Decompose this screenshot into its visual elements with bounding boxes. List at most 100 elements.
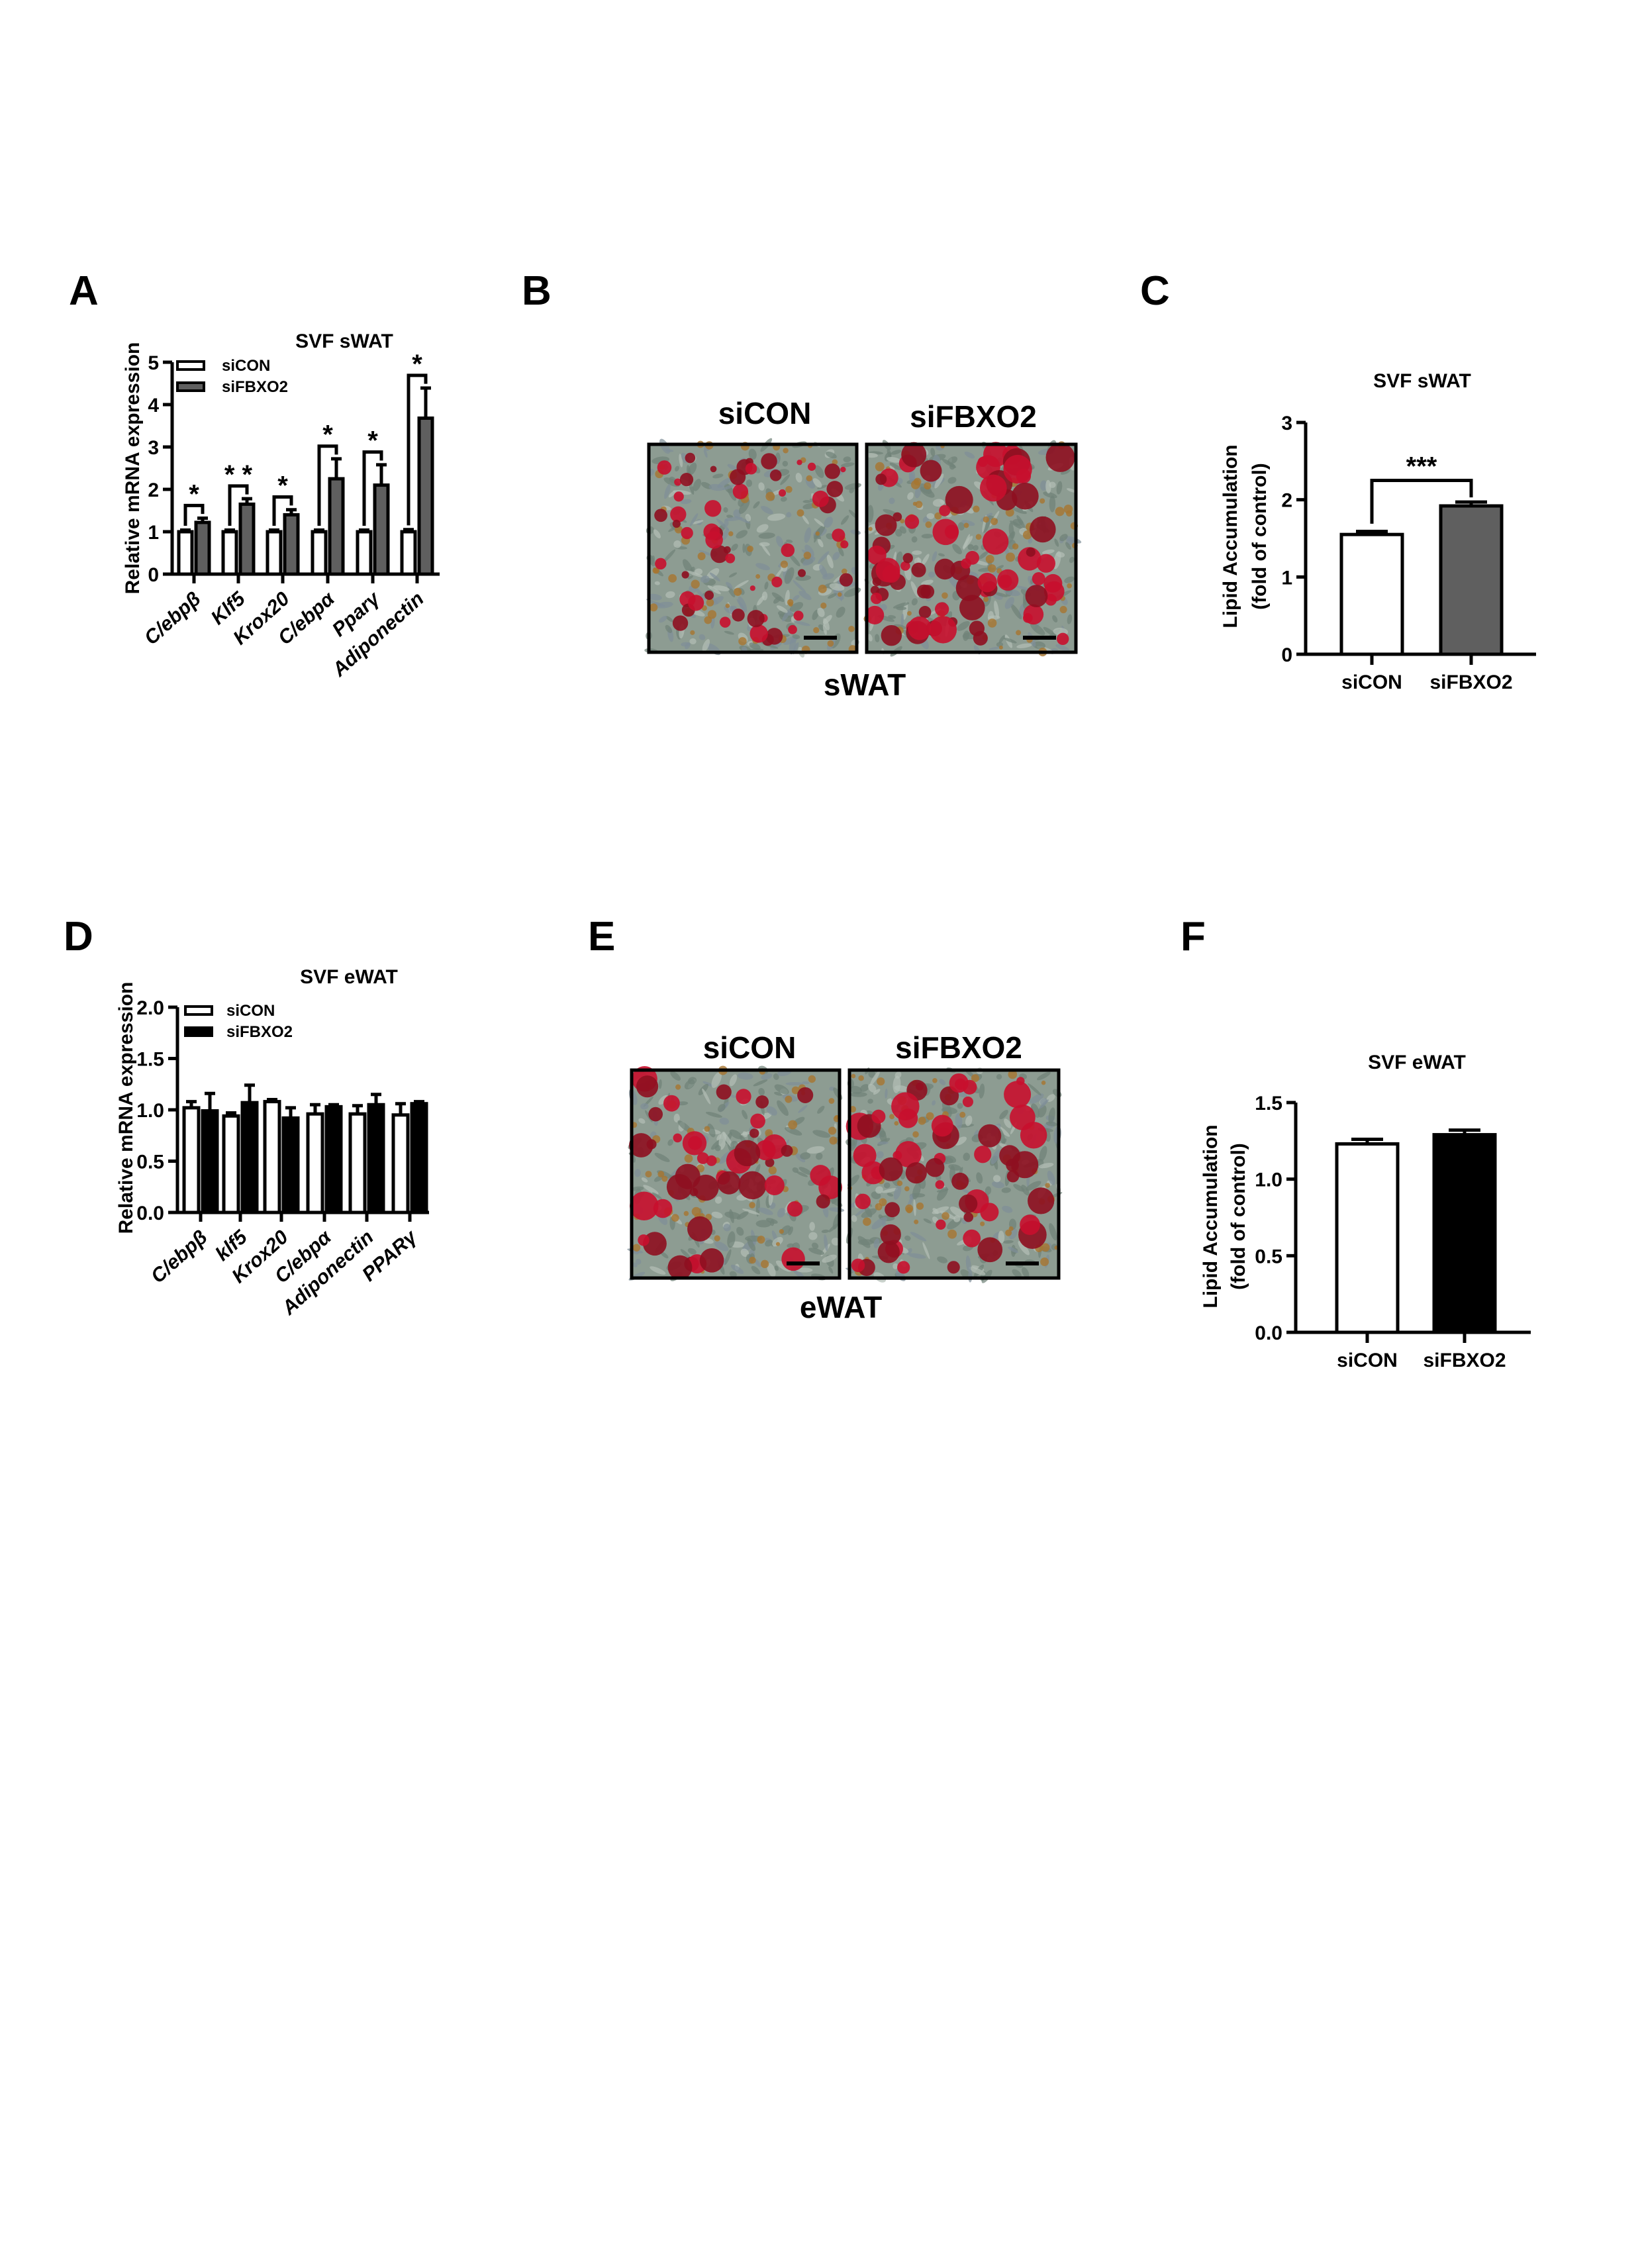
lipid-droplet-small xyxy=(734,587,742,596)
bar-sifbxo2 xyxy=(1439,504,1504,656)
oil-red-o-stain xyxy=(973,630,988,646)
cell-texture xyxy=(1004,1118,1012,1128)
cell-texture xyxy=(774,1084,789,1095)
legend-label-sifbxo2: siFBXO2 xyxy=(226,1023,293,1041)
oil-red-o-stain xyxy=(672,615,689,631)
cell-texture xyxy=(822,624,827,635)
cell-texture xyxy=(819,564,828,577)
cell-texture xyxy=(867,505,874,523)
lipid-droplet-small xyxy=(818,584,827,593)
cell-texture xyxy=(964,451,975,459)
cell-texture xyxy=(702,1088,711,1105)
cell-texture xyxy=(821,1229,830,1234)
cell-texture xyxy=(748,448,757,460)
cell-texture xyxy=(841,462,855,468)
error-bar-sifbxo2 xyxy=(371,1093,381,1105)
cell-texture xyxy=(1047,1170,1055,1185)
bar-sicon xyxy=(177,530,194,576)
cell-texture xyxy=(670,1071,681,1081)
oil-red-o-stain xyxy=(685,452,696,464)
cell-texture xyxy=(705,1111,722,1118)
oil-red-o-stain xyxy=(826,481,844,497)
cell-texture xyxy=(632,1262,638,1267)
micrograph-label-sicon: siCON xyxy=(703,1030,797,1065)
cell-texture xyxy=(683,559,693,575)
cell-texture xyxy=(749,642,761,650)
oil-red-o-stain xyxy=(706,1155,717,1166)
error-bar-sifbxo2 xyxy=(244,1083,255,1103)
cell-texture xyxy=(994,600,1000,618)
cell-texture xyxy=(840,515,849,525)
oil-red-o-stain xyxy=(689,1187,699,1197)
cell-texture xyxy=(962,536,973,549)
cell-texture xyxy=(751,1265,761,1275)
oil-red-o-stain xyxy=(655,558,667,569)
cell-texture xyxy=(793,620,810,626)
y-tick-label: 1 xyxy=(148,522,159,544)
cell-texture xyxy=(1040,480,1047,491)
cell-texture xyxy=(954,1136,967,1146)
y-tick-label: 1.5 xyxy=(1255,1093,1282,1114)
lipid-droplet-small xyxy=(788,602,793,607)
significance-bracket xyxy=(362,450,383,526)
cell-texture xyxy=(782,460,789,467)
cell-texture xyxy=(998,1230,1005,1244)
lipid-droplet-small xyxy=(738,637,747,646)
lipid-droplet-small xyxy=(808,1075,816,1083)
cell-texture xyxy=(1008,1246,1018,1254)
cell-texture xyxy=(1028,538,1033,544)
lipid-droplet-small xyxy=(926,1112,934,1120)
cell-texture xyxy=(818,538,824,548)
cell-texture xyxy=(893,602,910,609)
bar-sicon xyxy=(266,530,283,576)
oil-red-o-stain xyxy=(977,1237,1003,1263)
oil-red-o-stain xyxy=(704,500,722,517)
cell-texture xyxy=(717,1104,726,1112)
lipid-droplet-small xyxy=(1008,1226,1014,1231)
cell-texture xyxy=(1016,643,1032,648)
cell-texture xyxy=(868,1070,876,1078)
cell-texture xyxy=(722,484,736,491)
oil-red-o-stain xyxy=(947,1261,960,1274)
oil-red-o-stain xyxy=(816,1194,830,1208)
cell-texture xyxy=(658,1095,669,1105)
lipid-droplet-small xyxy=(889,1114,895,1120)
y-axis-label: Lipid Accumulation xyxy=(1200,1124,1222,1308)
bar-sifbxo2 xyxy=(240,1101,259,1214)
oil-red-o-stain xyxy=(959,1194,978,1213)
cell-texture xyxy=(652,1192,663,1200)
cell-texture xyxy=(736,530,748,539)
cell-texture xyxy=(729,1074,738,1087)
cell-texture xyxy=(979,551,989,560)
significance-marker: *** xyxy=(1406,452,1437,481)
cell-texture xyxy=(864,1206,873,1218)
significance-marker: * xyxy=(322,420,333,450)
lipid-droplet-small xyxy=(987,564,996,573)
cell-texture xyxy=(734,580,749,589)
cell-texture xyxy=(659,438,671,454)
lipid-droplet-small xyxy=(706,599,714,607)
oil-red-o-stain xyxy=(764,1175,785,1196)
cell-texture xyxy=(873,1089,881,1095)
oil-red-o-stain xyxy=(781,543,795,558)
lipid-droplet-small xyxy=(813,627,820,634)
cell-texture xyxy=(867,634,873,642)
bar-sicon xyxy=(306,1112,324,1214)
oil-red-o-stain xyxy=(870,593,883,605)
cell-texture xyxy=(665,616,674,622)
cell-texture xyxy=(922,1242,930,1259)
cell-texture xyxy=(680,1249,691,1259)
oil-red-o-stain xyxy=(865,605,885,624)
y-tick-label: 5 xyxy=(148,352,159,374)
oil-red-o-stain xyxy=(704,591,714,600)
cell-texture xyxy=(634,1169,641,1177)
cell-texture xyxy=(808,1248,825,1255)
cell-texture xyxy=(936,1188,949,1193)
lipid-droplet-small xyxy=(914,1219,919,1224)
lipid-droplet-small xyxy=(916,1202,924,1210)
legend-swatch-sicon xyxy=(184,1005,213,1016)
cell-texture xyxy=(911,536,918,543)
cell-texture xyxy=(1038,1163,1054,1169)
cell-texture xyxy=(724,1249,732,1265)
